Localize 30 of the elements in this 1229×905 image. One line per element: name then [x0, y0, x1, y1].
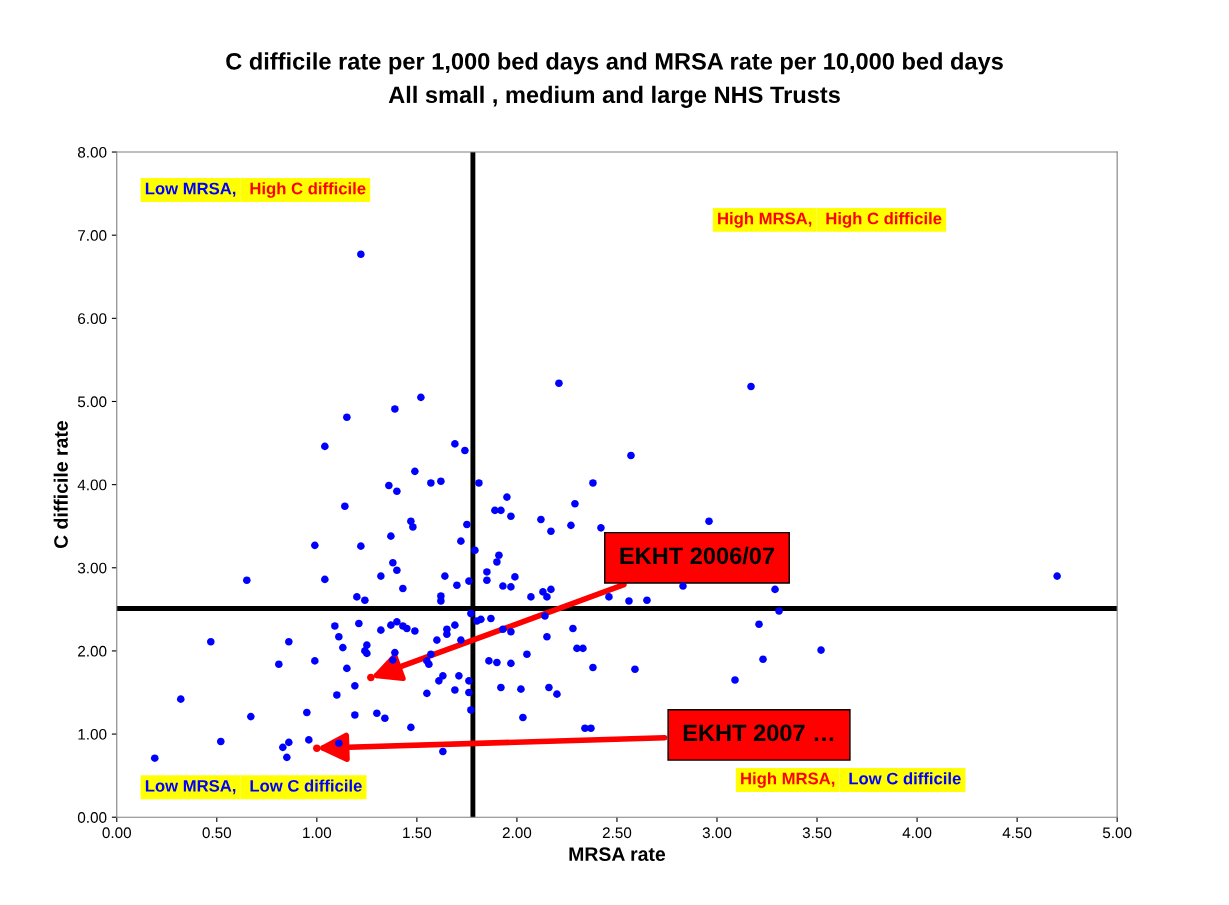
annotation: Low MRSA, Low C difficile [145, 779, 362, 795]
y-tick-label: 3.00 [77, 562, 107, 574]
annotation: EKHT 2007 … [683, 724, 834, 742]
x-axis-title: MRSA rate [569, 847, 666, 862]
x-tick-label: 1.50 [403, 827, 432, 839]
annotation: High MRSA, Low C difficile [741, 772, 961, 788]
y-axis-title: C difficile rate [53, 421, 68, 549]
x-tick-label: 5.00 [1102, 827, 1132, 839]
y-tick-label: 5.00 [77, 396, 107, 408]
x-tick-label: 2.00 [502, 827, 532, 839]
y-tick-label: 1.00 [78, 728, 107, 740]
y-tick-label: 6.00 [78, 313, 107, 325]
x-tick-label: 3.00 [702, 827, 732, 839]
y-tick-label: 7.00 [78, 230, 107, 241]
annotation: Low MRSA, High C difficile [145, 182, 366, 198]
x-tick-label: 1.00 [303, 827, 332, 839]
x-tick-label: 4.50 [1002, 827, 1032, 839]
x-tick-label: 3.50 [802, 827, 832, 839]
y-tick-label: 4.00 [77, 479, 107, 491]
y-tick-label: 0.00 [77, 812, 107, 823]
x-tick-label: 0.00 [102, 827, 132, 839]
annotation: EKHT 2006/07 [620, 546, 775, 565]
x-tick-label: 4.00 [902, 827, 932, 839]
chart-title: C difficile rate per 1,000 bed days and MRSA rate per 10,000 bed days [226, 52, 1003, 75]
annotation: High MRSA, High C difficile [718, 212, 942, 228]
chart-subtitle: All small , medium and large NHS Trusts [388, 85, 840, 108]
y-tick-label: 2.00 [78, 645, 107, 657]
x-tick-label: 2.50 [602, 827, 632, 839]
x-tick-label: 0.50 [202, 827, 232, 839]
y-tick-label: 8.00 [77, 146, 107, 158]
